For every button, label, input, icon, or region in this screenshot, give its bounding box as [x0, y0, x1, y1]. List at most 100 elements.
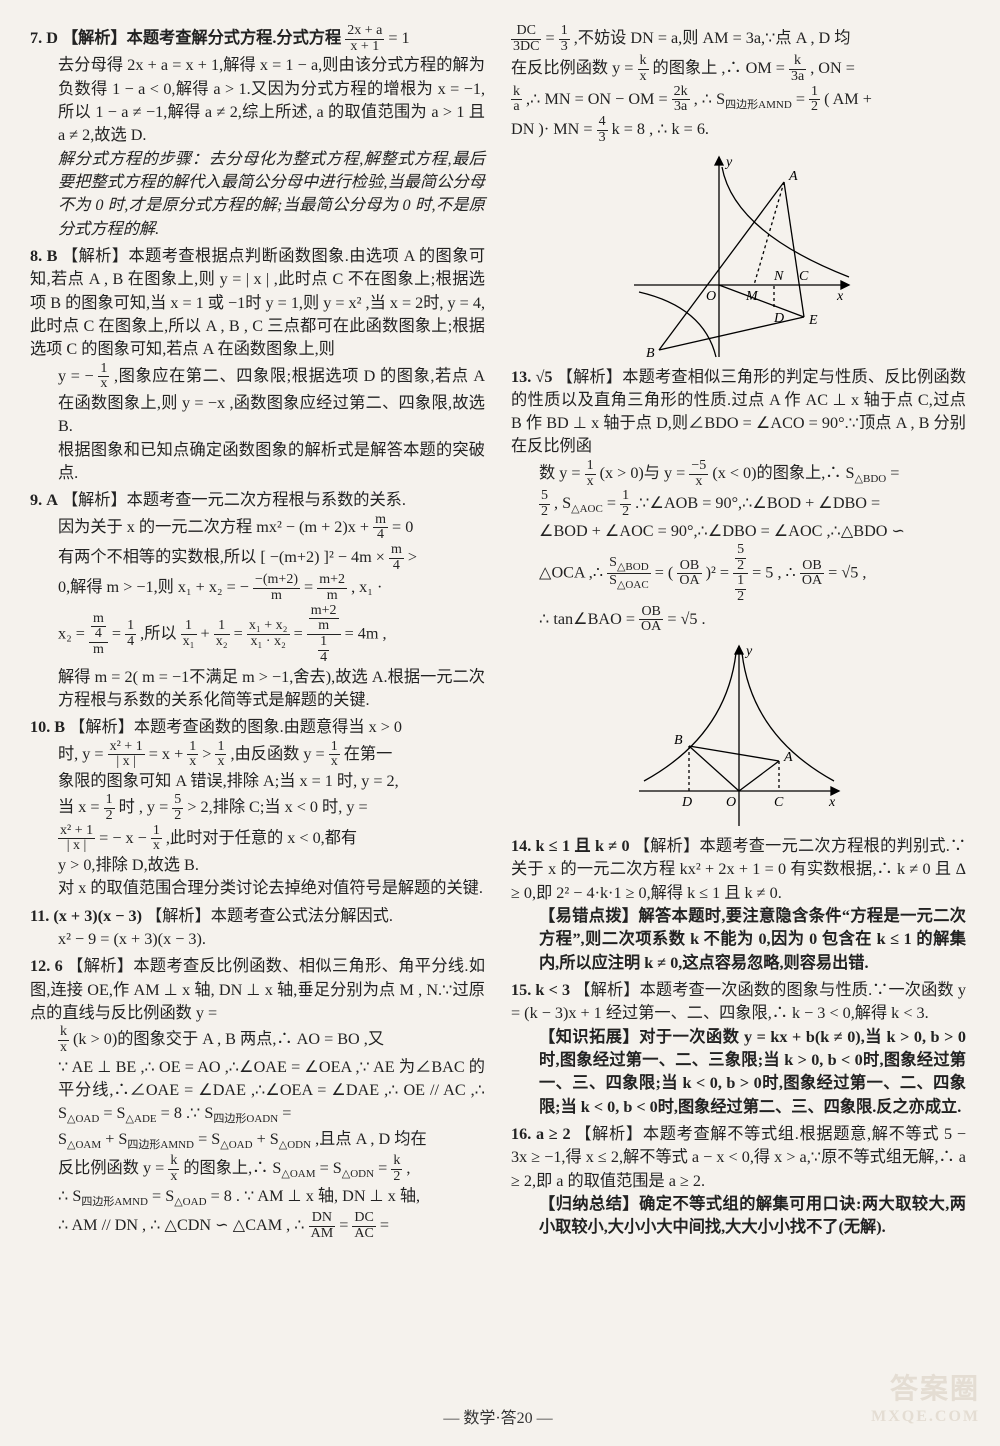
figure-q13: O C x y A B D	[634, 641, 844, 831]
q10-l3: 象限的图象可知 A 错误,排除 A;当 x = 1 时, y = 2, 当 x …	[30, 770, 485, 824]
q15-num: 15.	[511, 981, 531, 999]
svg-text:O: O	[726, 795, 736, 810]
q10: 10. B 【解析】本题考查函数的图象.由题意得当 x > 0 时, y = x…	[30, 716, 485, 900]
q10-ans: B	[54, 718, 65, 736]
q12-l7: ∴ AM // DN , ∴ △CDN ∽ △CAM , ∴ DNAM = DC…	[30, 1211, 485, 1241]
q9-ans: A	[46, 491, 58, 509]
q7-frac1: 2x + ax + 1	[345, 24, 384, 54]
q10-l1: 【解析】本题考查函数的图象.由题意得当 x > 0	[69, 718, 402, 736]
watermark-bottom: MXQE.COM	[871, 1407, 980, 1426]
svg-text:A: A	[788, 169, 798, 184]
q10-l5: y > 0,排除 D,故选 B.	[30, 854, 485, 877]
q7-tag1: 【解析】本题考查解分式方程.分式方程	[62, 29, 341, 47]
q12-l4: S△OAM + S四边形AMND = S△OAD + S△ODN ,且点 A ,…	[30, 1128, 485, 1154]
right-column: DC3DC = 13 ,不妨设 DN = a,则 AM = 3a,∵点 A , …	[511, 24, 966, 1398]
q13-num: 13.	[511, 368, 531, 386]
q9-l4: 0,解得 m > −1,则 x₁ + x₂ = − −(m+2)m = m+2m…	[30, 573, 485, 603]
q11-ans: (x + 3)(x − 3)	[53, 907, 142, 925]
q12-l5: 反比例函数 y = kx 的图象上,∴ S△OAM = S△ODN = k2 ,	[30, 1154, 485, 1184]
q13-ans: √5	[535, 368, 552, 386]
q9-l2: 因为关于 x 的一元二次方程 mx² − (m + 2)x + m4 = 0	[30, 513, 485, 543]
q10-l2: 时, y = x² + 1| x | = x + 1x > 1x ,由反函数 y…	[30, 740, 485, 770]
q7-ans: D	[46, 29, 58, 47]
q8-l2: y = − 1x ,图象应在第二、四象限;根据选项 D 的图象,若点 A 在函数…	[30, 362, 485, 439]
q9-l5: x₂ = m4m = 14 ,所以 1x₁ + 1x₂ = x₁ + x₂x₁ …	[30, 604, 485, 666]
q7-num: 7.	[30, 29, 42, 47]
svg-text:y: y	[724, 155, 733, 170]
q8-ans: B	[47, 247, 58, 265]
q13--l3: 52 , S△AOC = 12 .∵∠AOB = 90°,∴∠BOD + ∠DB…	[511, 489, 966, 519]
q8-l1: 【解析】本题考查根据点判断函数图象.由选项 A 的图象可知,若点 A , B 在…	[30, 247, 485, 358]
svg-text:y: y	[744, 644, 753, 659]
svg-text:B: B	[646, 346, 655, 361]
q12-ans: 6	[55, 957, 63, 975]
page-footer: — 数学·答20 —	[30, 1398, 966, 1428]
q10-l4: x² + 1| x | = − x − 1x ,此时对于任意的 x < 0,都有	[30, 824, 485, 854]
q11: 11. (x + 3)(x − 3) 【解析】本题考查公式法分解因式. x² −…	[30, 905, 485, 952]
q7-note: 解分式方程的步骤：去分母化为整式方程,解整式方程,最后要把整式方程的解代入最简公…	[30, 148, 485, 241]
q11-num: 11.	[30, 907, 49, 925]
page: 7. D 【解析】本题考查解分式方程.分式方程 2x + ax + 1 = 1 …	[0, 0, 1000, 1446]
svg-text:C: C	[774, 795, 784, 810]
q12-cont: DC3DC = 13 ,不妨设 DN = a,则 AM = 3a,∵点 A , …	[511, 24, 966, 146]
q16: 16. a ≥ 2 【解析】本题考查解不等式组.根据题意,解不等式 5 − 3x…	[511, 1123, 966, 1240]
q9-l6: 解得 m = 2( m = −1不满足 m > −1,舍去),故选 A.根据一元…	[30, 666, 485, 713]
q15: 15. k < 3 【解析】本题考查一次函数的图象与性质.∵一次函数 y = (…	[511, 979, 966, 1119]
q9-num: 9.	[30, 491, 42, 509]
q13-l1: 【解析】本题考查相似三角形的判定与性质、反比例函数的性质以及直角三角形的性质.过…	[511, 368, 966, 456]
q9-l3: 有两个不相等的实数根,所以 [ −(m+2) ]² − 4m × m4 >	[30, 543, 485, 573]
q15-l2: 【知识拓展】对于一次函数 y = kx + b(k ≠ 0),当 k > 0, …	[511, 1026, 966, 1119]
q14-ans: k ≤ 1 且 k ≠ 0	[536, 837, 630, 855]
q10-num: 10.	[30, 718, 50, 736]
q11-l1: 【解析】本题考查公式法分解因式.	[146, 907, 393, 925]
q7: 7. D 【解析】本题考查解分式方程.分式方程 2x + ax + 1 = 1 …	[30, 24, 485, 241]
q15-ans: k < 3	[535, 981, 570, 999]
columns: 7. D 【解析】本题考查解分式方程.分式方程 2x + ax + 1 = 1 …	[30, 24, 966, 1398]
q16-ans: a ≥ 2	[536, 1125, 571, 1143]
svg-text:D: D	[681, 795, 692, 810]
q12-l3: ∵ AE ⊥ BE ,∴ OE = AO ,∴∠OAE = ∠OEA ,∵ AE…	[30, 1056, 485, 1129]
q13-l6: ∴ tan∠BAO = OBOA = √5 .	[511, 605, 966, 635]
q14-l2: 【易错点拨】解答本题时,要注意隐含条件“方程是一元二次方程”,则二次项系数 k …	[511, 905, 966, 975]
q14: 14. k ≤ 1 且 k ≠ 0 【解析】本题考查一元二次方程根的判别式.∵关…	[511, 835, 966, 975]
q13-l2: 数 y = 1x (x > 0)与 y = −5x (x < 0)的图象上,∴ …	[511, 459, 966, 489]
svg-text:x: x	[828, 795, 836, 810]
q7-eq1: = 1	[388, 29, 409, 47]
svg-text:C: C	[799, 269, 809, 284]
q12-l6: ∴ S四边形AMND = S△OAD = 8 . ∵ AM ⊥ x 轴, DN …	[30, 1185, 485, 1211]
svg-text:D: D	[773, 311, 784, 326]
q8: 8. B 【解析】本题考查根据点判断函数图象.由选项 A 的图象可知,若点 A …	[30, 245, 485, 485]
svg-text:B: B	[674, 733, 683, 748]
q12-l1: 【解析】本题考查反比例函数、相似三角形、角平分线.如图,连接 OE,作 AM ⊥…	[30, 957, 485, 1022]
q13-l5: △OCA ,∴ S△BODS△OAC = ( OBOA )² = 5212 = …	[511, 543, 966, 605]
q12-num: 12.	[30, 957, 50, 975]
q16-l1: 【解析】本题考查解不等式组.根据题意,解不等式 5 − 3x ≥ −1,得 x …	[511, 1125, 966, 1190]
svg-text:M: M	[745, 289, 759, 304]
q14-num: 14.	[511, 837, 531, 855]
q13: 13. √5 【解析】本题考查相似三角形的判定与性质、反比例函数的性质以及直角三…	[511, 366, 966, 636]
watermark-top: 答案圈	[871, 1373, 980, 1407]
watermark: 答案圈 MXQE.COM	[871, 1373, 980, 1426]
svg-text:A: A	[783, 750, 793, 765]
q12c-l1: DC3DC = 13 ,不妨设 DN = a,则 AM = 3a,∵点 A , …	[511, 24, 966, 54]
q8-num: 8.	[30, 247, 42, 265]
q12c-l4: DN )· MN = 43 k = 8 , ∴ k = 6.	[511, 115, 966, 145]
svg-text:O: O	[706, 289, 716, 304]
q16-l2: 【归纳总结】确定不等式组的解集可用口诀:两大取较大,两小取较小,大小小大中间找,…	[511, 1193, 966, 1240]
q8-note: 根据图象和已知点确定函数图象的解析式是解答本题的突破点.	[30, 439, 485, 486]
q7-body1: 去分母得 2x + a = x + 1,解得 x = 1 − a,则由该分式方程…	[30, 54, 485, 147]
q13-l4: ∠BOD + ∠AOC = 90°,∴∠DBO = ∠AOC ,∴△BDO ∽	[511, 520, 966, 543]
q15-l1: 【解析】本题考查一次函数的图象与性质.∵一次函数 y = (k − 3)x + …	[511, 981, 966, 1022]
q16-num: 16.	[511, 1125, 531, 1143]
q9: 9. A 【解析】本题考查一元二次方程根与系数的关系. 因为关于 x 的一元二次…	[30, 489, 485, 712]
q12-l2: kx (k > 0)的图象交于 A , B 两点,∴ AO = BO ,又	[30, 1025, 485, 1055]
q12c-l2: 在反比例函数 y = kx 的图象上 ,∴ OM = k3a , ON =	[511, 54, 966, 84]
q9-l1: 【解析】本题考查一元二次方程根与系数的关系.	[62, 491, 406, 509]
svg-text:N: N	[773, 269, 784, 284]
q12c-l3: ka ,∴ MN = ON − OM = 2k3a , ∴ S四边形AMND =…	[511, 85, 966, 115]
q12: 12. 6 【解析】本题考查反比例函数、相似三角形、角平分线.如图,连接 OE,…	[30, 955, 485, 1241]
svg-text:E: E	[808, 313, 818, 328]
svg-text:x: x	[836, 289, 844, 304]
left-column: 7. D 【解析】本题考查解分式方程.分式方程 2x + ax + 1 = 1 …	[30, 24, 485, 1398]
figure-q12: O M N C x y A B D E	[624, 152, 854, 362]
